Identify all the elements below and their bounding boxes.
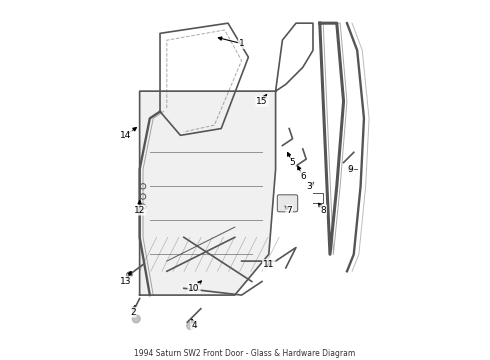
Text: 6: 6 (300, 172, 306, 181)
Text: 2: 2 (130, 307, 136, 316)
Text: 5: 5 (290, 158, 295, 167)
FancyBboxPatch shape (277, 195, 298, 212)
Text: 1: 1 (239, 39, 245, 48)
Text: 3: 3 (307, 182, 313, 191)
Circle shape (187, 321, 195, 330)
Text: 10: 10 (188, 284, 200, 293)
Text: 13: 13 (120, 277, 132, 286)
Text: 4: 4 (191, 321, 197, 330)
Circle shape (132, 315, 140, 323)
Text: 7: 7 (286, 206, 292, 215)
Text: 9: 9 (347, 165, 353, 174)
Text: 1994 Saturn SW2 Front Door - Glass & Hardware Diagram: 1994 Saturn SW2 Front Door - Glass & Har… (134, 350, 356, 359)
Text: 11: 11 (263, 260, 274, 269)
Text: 15: 15 (256, 97, 268, 106)
Polygon shape (140, 91, 275, 295)
Text: 14: 14 (121, 131, 132, 140)
Text: 8: 8 (320, 206, 326, 215)
Text: 12: 12 (134, 206, 146, 215)
